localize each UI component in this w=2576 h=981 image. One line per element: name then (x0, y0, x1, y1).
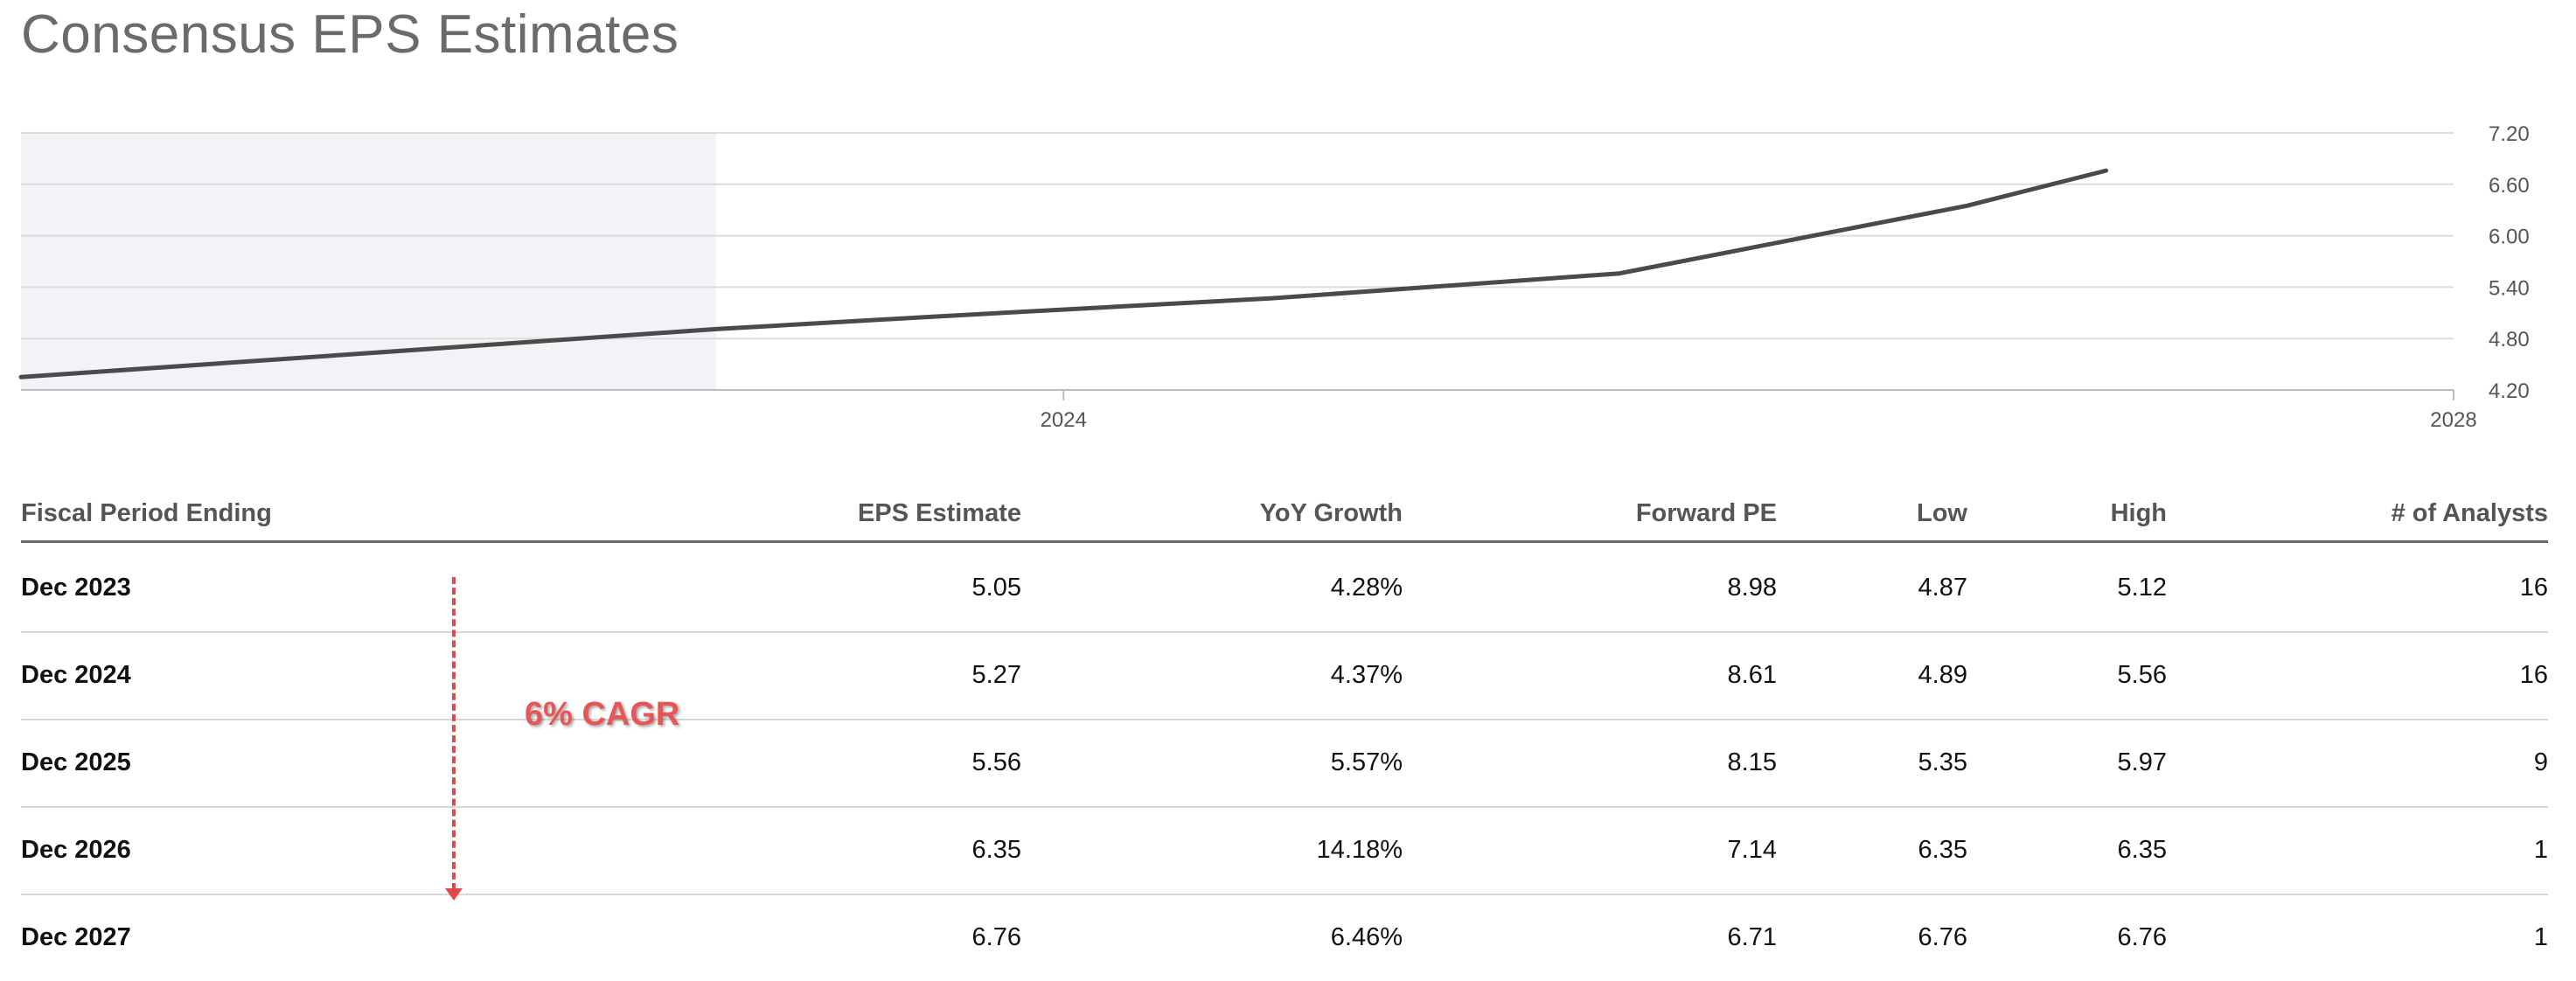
low-cell: 6.76 (1918, 922, 1967, 951)
high-cell: 5.56 (2117, 660, 2167, 689)
eps-estimate-cell: 5.27 (971, 660, 1021, 689)
period-cell: Dec 2025 (21, 748, 131, 776)
eps-series-line (18, 168, 2109, 379)
table-row: Dec 2025 5.56 5.57% 8.15 5.35 5.97 9 (21, 719, 2548, 808)
eps-estimate-cell: 5.56 (971, 748, 1021, 776)
table-row: Dec 2026 6.35 14.18% 7.14 6.35 6.35 1 (21, 806, 2548, 895)
y-tick-label: 4.80 (2489, 328, 2530, 351)
table-row: Dec 2027 6.76 6.46% 6.71 6.76 6.76 1 (21, 894, 2548, 981)
page-title: Consensus EPS Estimates (21, 4, 679, 65)
low-cell: 4.89 (1918, 660, 1967, 689)
yoy-growth-cell: 6.46% (1330, 922, 1403, 951)
forward-pe-cell: 8.61 (1727, 660, 1777, 689)
header-low[interactable]: Low (1917, 498, 1967, 527)
forward-pe-cell: 7.14 (1727, 835, 1777, 864)
period-cell: Dec 2026 (21, 835, 131, 864)
high-cell: 5.97 (2117, 748, 2167, 776)
high-cell: 6.76 (2117, 922, 2167, 951)
forward-pe-cell: 8.98 (1727, 573, 1777, 602)
header-high[interactable]: High (2110, 498, 2167, 527)
table-row: Dec 2023 5.05 4.28% 8.98 4.87 5.12 16 (21, 544, 2548, 633)
cagr-arrow-line (452, 577, 456, 890)
y-tick-label: 4.20 (2489, 379, 2530, 403)
high-cell: 6.35 (2117, 835, 2167, 864)
y-tick-label: 6.60 (2489, 174, 2530, 198)
header-fiscal-period[interactable]: Fiscal Period Ending (21, 498, 272, 527)
table-header: Fiscal Period Ending EPS Estimate YoY Gr… (21, 486, 2548, 543)
low-cell: 6.35 (1918, 835, 1967, 864)
eps-line-chart: 4.20 4.80 5.40 6.00 6.60 7.20 2024 2028 (18, 122, 2530, 432)
analysts-cell: 1 (2533, 922, 2548, 951)
forward-pe-cell: 6.71 (1727, 922, 1777, 951)
y-tick-label: 5.40 (2489, 276, 2530, 300)
x-tick-label: 2028 (2430, 408, 2476, 432)
period-cell: Dec 2023 (21, 573, 131, 602)
table-row: Dec 2024 5.27 4.37% 8.61 4.89 5.56 16 (21, 631, 2548, 720)
y-tick-label: 6.00 (2489, 226, 2530, 249)
high-cell: 5.12 (2117, 573, 2167, 602)
yoy-growth-cell: 14.18% (1316, 835, 1403, 864)
header-yoy-growth[interactable]: YoY Growth (1259, 498, 1403, 527)
eps-estimate-cell: 6.76 (971, 922, 1021, 951)
period-cell: Dec 2024 (21, 660, 131, 689)
cagr-annotation: 6% CAGR (525, 696, 680, 733)
historical-shade (21, 133, 716, 390)
analysts-cell: 9 (2533, 748, 2548, 776)
analysts-cell: 16 (2519, 573, 2548, 602)
forward-pe-cell: 8.15 (1727, 748, 1777, 776)
eps-estimate-cell: 5.05 (971, 573, 1021, 602)
header-forward-pe[interactable]: Forward PE (1635, 498, 1777, 527)
eps-estimate-cell: 6.35 (971, 835, 1021, 864)
cagr-arrow-head-icon (445, 888, 463, 901)
header-eps-estimate[interactable]: EPS Estimate (858, 498, 1021, 527)
yoy-growth-cell: 4.28% (1330, 573, 1403, 602)
low-cell: 4.87 (1918, 573, 1967, 602)
header-analysts[interactable]: # of Analysts (2391, 498, 2548, 527)
yoy-growth-cell: 4.37% (1330, 660, 1403, 689)
analysts-cell: 16 (2519, 660, 2548, 689)
yoy-growth-cell: 5.57% (1330, 748, 1403, 776)
y-tick-label: 7.20 (2489, 122, 2530, 146)
low-cell: 5.35 (1918, 748, 1967, 776)
x-tick-label: 2024 (1041, 408, 1087, 432)
period-cell: Dec 2027 (21, 922, 131, 951)
analysts-cell: 1 (2533, 835, 2548, 864)
